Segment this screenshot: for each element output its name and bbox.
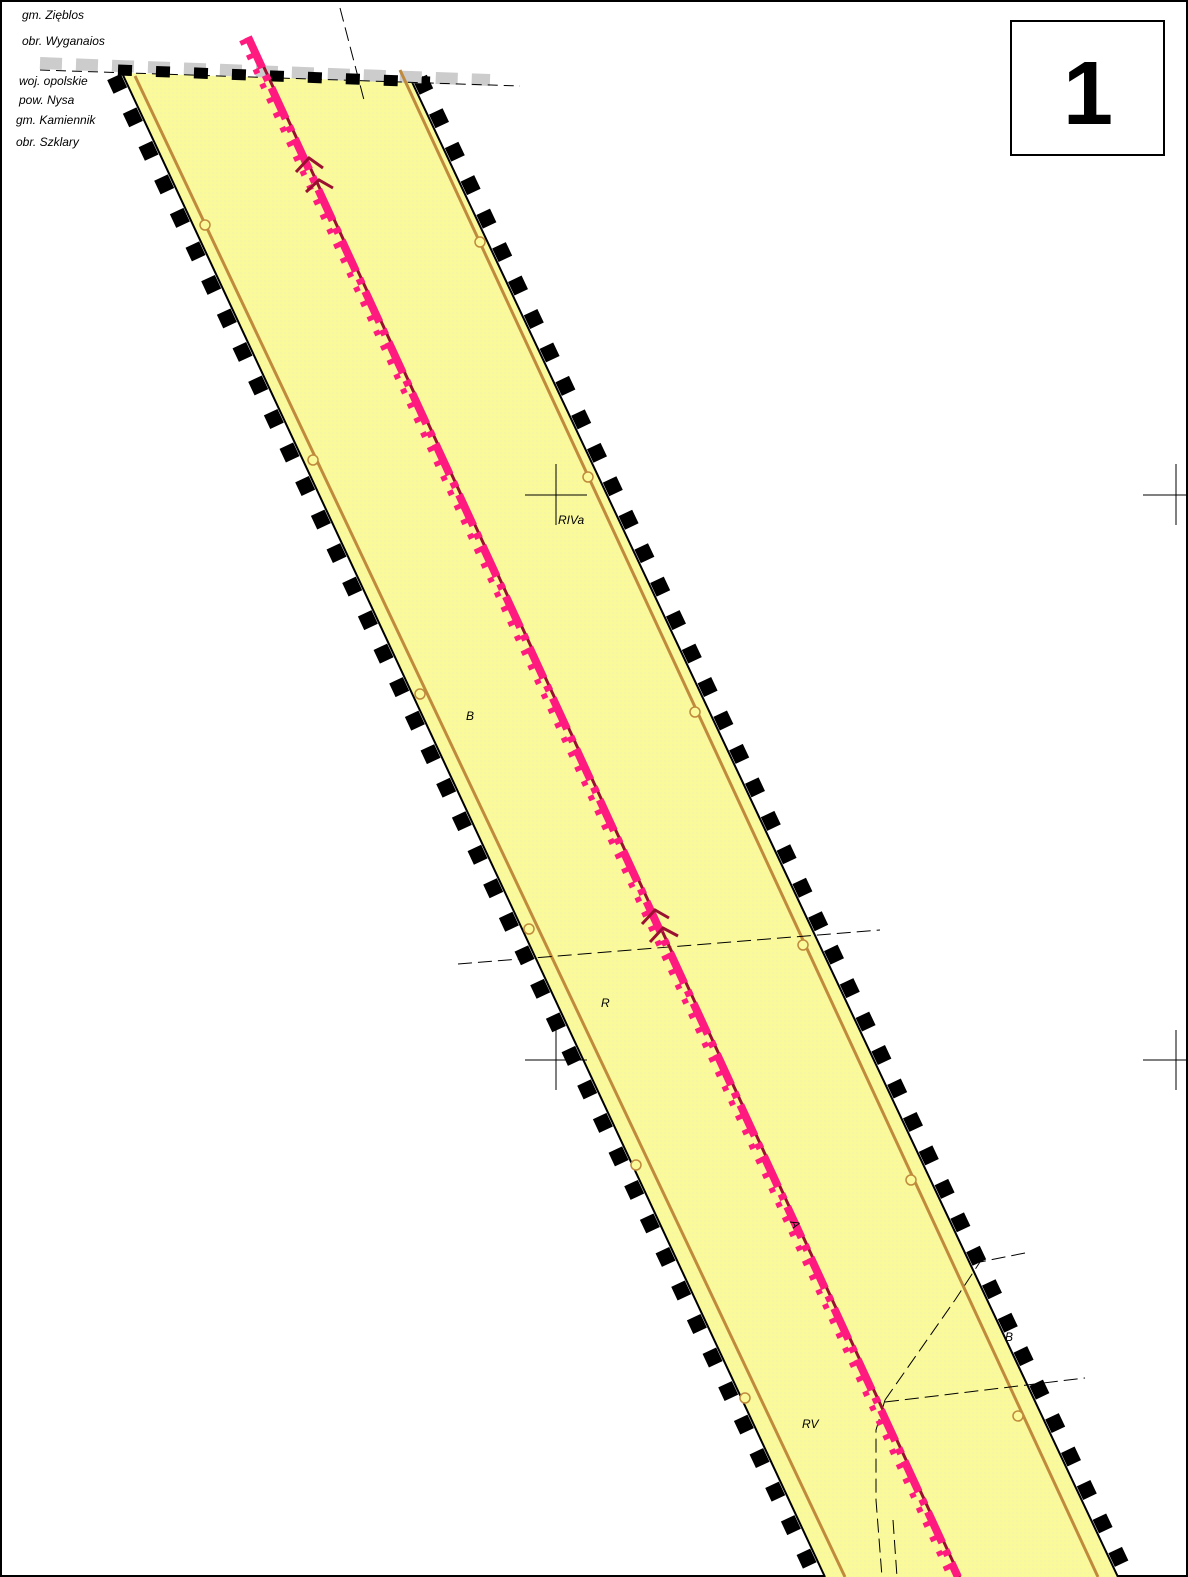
admin-label-south-4: obr. Szklary [16, 135, 80, 149]
admin-boundary-thin [39, 69, 521, 87]
corridor-boundary-left-teeth [107, 73, 824, 1577]
admin-label-south-3: gm. Kamiennik [16, 113, 96, 127]
admin-label-north-2: obr. Wyganaios [22, 34, 105, 48]
sheet-number: 1 [1063, 44, 1113, 144]
admin-boundary-black [117, 64, 431, 88]
pipeline-arrows [294, 156, 679, 944]
admin-label-south-2: pow. Nysa [18, 93, 75, 107]
sheet-number-box [1010, 20, 1165, 156]
pipeline-main [244, 35, 962, 1577]
corridor-edge-left [133, 75, 847, 1577]
corridor-boundary-right-teeth [413, 74, 1133, 1577]
admin-labels: gm. Zięblos obr. Wyganaios woj. opolskie… [16, 8, 105, 149]
corridor-boundary-left [121, 72, 826, 1577]
admin-label-south-1: woj. opolskie [19, 74, 88, 88]
corridor-edge-right [398, 69, 1100, 1577]
corridor-area [122, 73, 1118, 1577]
admin-label-north-1: gm. Zięblos [22, 8, 84, 22]
land-use-label: B [1005, 1330, 1013, 1344]
land-use-label: B [466, 709, 474, 723]
land-use-label: R [601, 996, 610, 1010]
grid-crosses [525, 464, 1188, 1090]
edge-markers [199, 219, 1024, 1422]
corridor-boundary-right [411, 81, 1119, 1577]
land-use-label: RV [802, 1417, 819, 1431]
land-use-label: RIVa [558, 513, 585, 527]
